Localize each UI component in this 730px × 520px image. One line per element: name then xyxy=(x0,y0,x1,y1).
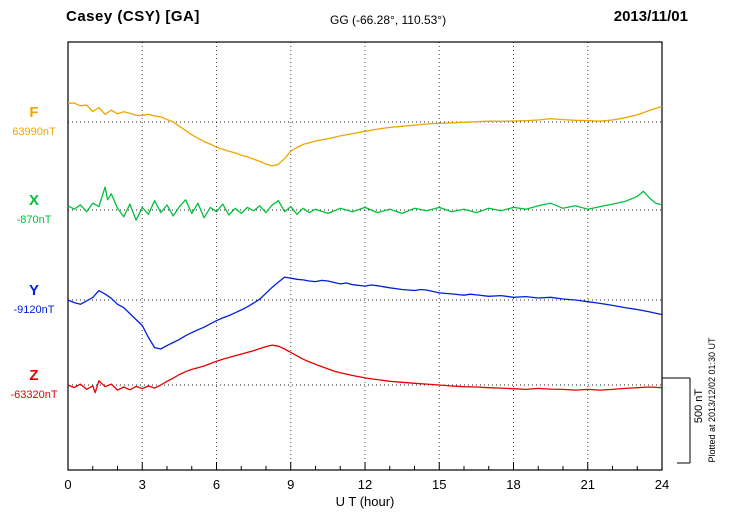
x-tick-label: 12 xyxy=(357,477,373,492)
trace-Y xyxy=(67,276,663,350)
x-tick-label: 6 xyxy=(212,477,221,492)
component-baseline-y: -9120nT xyxy=(13,304,55,316)
component-label-x: X xyxy=(28,192,39,209)
x-tick-label: 18 xyxy=(506,477,521,492)
x-tick-label: 9 xyxy=(287,477,295,492)
plot-date: 2013/11/01 xyxy=(613,8,688,25)
x-axis-label: U T (hour) xyxy=(335,494,395,509)
x-tick-label: 24 xyxy=(654,477,670,492)
component-baseline-f: 63990nT xyxy=(12,126,56,138)
trace-Z xyxy=(67,344,663,394)
x-tick-label: 15 xyxy=(432,477,447,492)
component-label-y: Y xyxy=(28,282,39,299)
scale-bar-label: 500 nT xyxy=(692,388,705,424)
component-label-z: Z xyxy=(29,367,39,384)
component-baseline-x: -870nT xyxy=(16,214,52,226)
component-label-f: F xyxy=(29,104,39,121)
component-baseline-z: -63320nT xyxy=(10,389,58,401)
trace-X xyxy=(67,186,663,221)
plotted-at-note: Plotted at 2013/12/02 01:30 UT xyxy=(707,337,717,463)
geographic-coordinates: GG (-66.28°, 110.53°) xyxy=(330,13,447,27)
trace-F xyxy=(67,102,663,167)
x-tick-label: 21 xyxy=(580,477,595,492)
x-tick-label: 0 xyxy=(64,477,72,492)
x-tick-label: 3 xyxy=(138,477,146,492)
station-title: Casey (CSY) [GA] xyxy=(66,8,200,25)
